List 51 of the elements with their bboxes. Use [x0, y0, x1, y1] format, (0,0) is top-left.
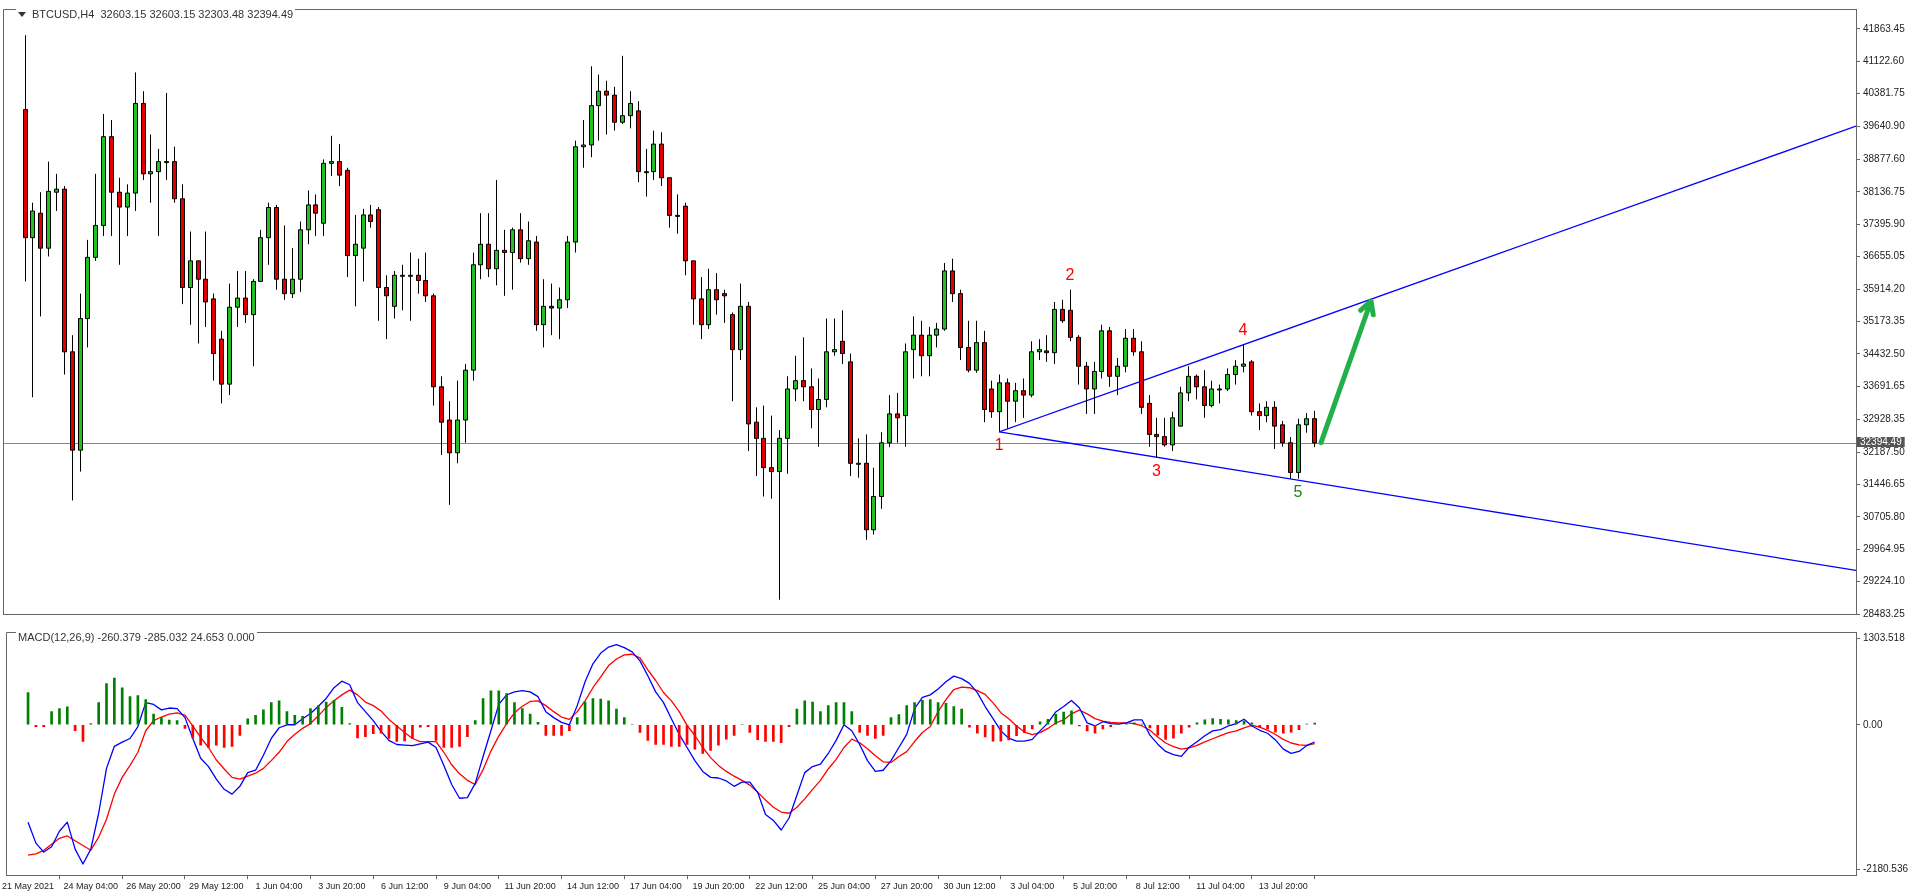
- y-tick-label: 34432.50: [1863, 347, 1906, 359]
- x-tick-label: 11 Jun 20:00: [504, 881, 556, 892]
- x-tick-label: 22 Jun 12:00: [755, 881, 808, 892]
- chart-title: BTCUSD,H4 32603.15 32603.15 32303.48 32394.49: [32, 8, 294, 20]
- ref-line-label: 32394.49: [1860, 435, 1903, 447]
- x-tick-label: 9 Jun 04:00: [443, 881, 491, 892]
- y-tick-label: 41863.45: [1863, 22, 1906, 34]
- y-tick-label: 32928.35: [1863, 413, 1906, 425]
- x-tick-label: 14 Jun 12:00: [566, 881, 619, 892]
- annotation: 5: [1293, 483, 1303, 500]
- x-tick-label: 11 Jul 04:00: [1196, 881, 1245, 892]
- x-tick-label: 19 Jun 20:00: [692, 881, 745, 892]
- annotation: 3: [1152, 461, 1162, 479]
- annotation: 4: [1238, 320, 1248, 338]
- y-tick-label: 30705.80: [1863, 510, 1906, 522]
- chart-title: MACD(12,26,9) -260.379 -285.032 24.653 0.000: [18, 631, 255, 643]
- y-tick-label: 29224.10: [1863, 575, 1906, 587]
- x-tick-label: 8 Jul 12:00: [1135, 881, 1180, 892]
- annotation: 1: [994, 435, 1004, 453]
- x-tick-label: 26 May 20:00: [126, 881, 181, 892]
- x-tick-label: 3 Jun 20:00: [318, 881, 366, 892]
- y-tick-label: 32187.50: [1863, 445, 1906, 457]
- x-tick-label: 6 Jun 12:00: [381, 881, 429, 892]
- x-tick-label: 5 Jul 20:00: [1072, 881, 1118, 892]
- x-tick-label: 24 May 04:00: [63, 881, 119, 892]
- x-tick-label: 27 Jun 20:00: [880, 881, 933, 892]
- y-tick-label: 38136.75: [1863, 185, 1906, 197]
- y-tick-label: 28483.25: [1863, 607, 1906, 619]
- y-tick-label: 35914.20: [1863, 282, 1906, 294]
- x-tick-label: 29 May 12:00: [189, 881, 244, 892]
- y-tick-label: 38877.60: [1863, 153, 1906, 165]
- y-tick-label: 1303.518: [1863, 632, 1906, 644]
- annotation: 2: [1065, 266, 1075, 284]
- y-tick-label: 39640.90: [1863, 119, 1906, 131]
- x-tick-label: 30 Jun 12:00: [943, 881, 996, 892]
- y-tick-label: 0.00: [1863, 718, 1883, 730]
- y-tick-label: 37395.90: [1863, 218, 1906, 230]
- y-tick-label: 33691.65: [1863, 380, 1906, 392]
- x-tick-label: 3 Jul 04:00: [1010, 881, 1055, 892]
- y-tick-label: 41122.60: [1863, 55, 1905, 67]
- y-tick-label: 40381.75: [1863, 87, 1906, 99]
- x-tick-label: 13 Jul 20:00: [1258, 881, 1308, 892]
- y-tick-label: 35173.35: [1863, 315, 1906, 327]
- y-tick-label: 31446.65: [1863, 478, 1906, 490]
- x-tick-label: 21 May 2021: [2, 881, 55, 892]
- y-tick-label: 36655.05: [1863, 250, 1906, 262]
- x-tick-label: 17 Jun 04:00: [629, 881, 682, 892]
- y-tick-label: 29964.95: [1863, 542, 1906, 554]
- x-tick-label: 25 Jun 04:00: [817, 881, 870, 892]
- y-tick-label: -2180.536: [1863, 863, 1909, 875]
- x-tick-label: 1 Jun 04:00: [255, 881, 303, 892]
